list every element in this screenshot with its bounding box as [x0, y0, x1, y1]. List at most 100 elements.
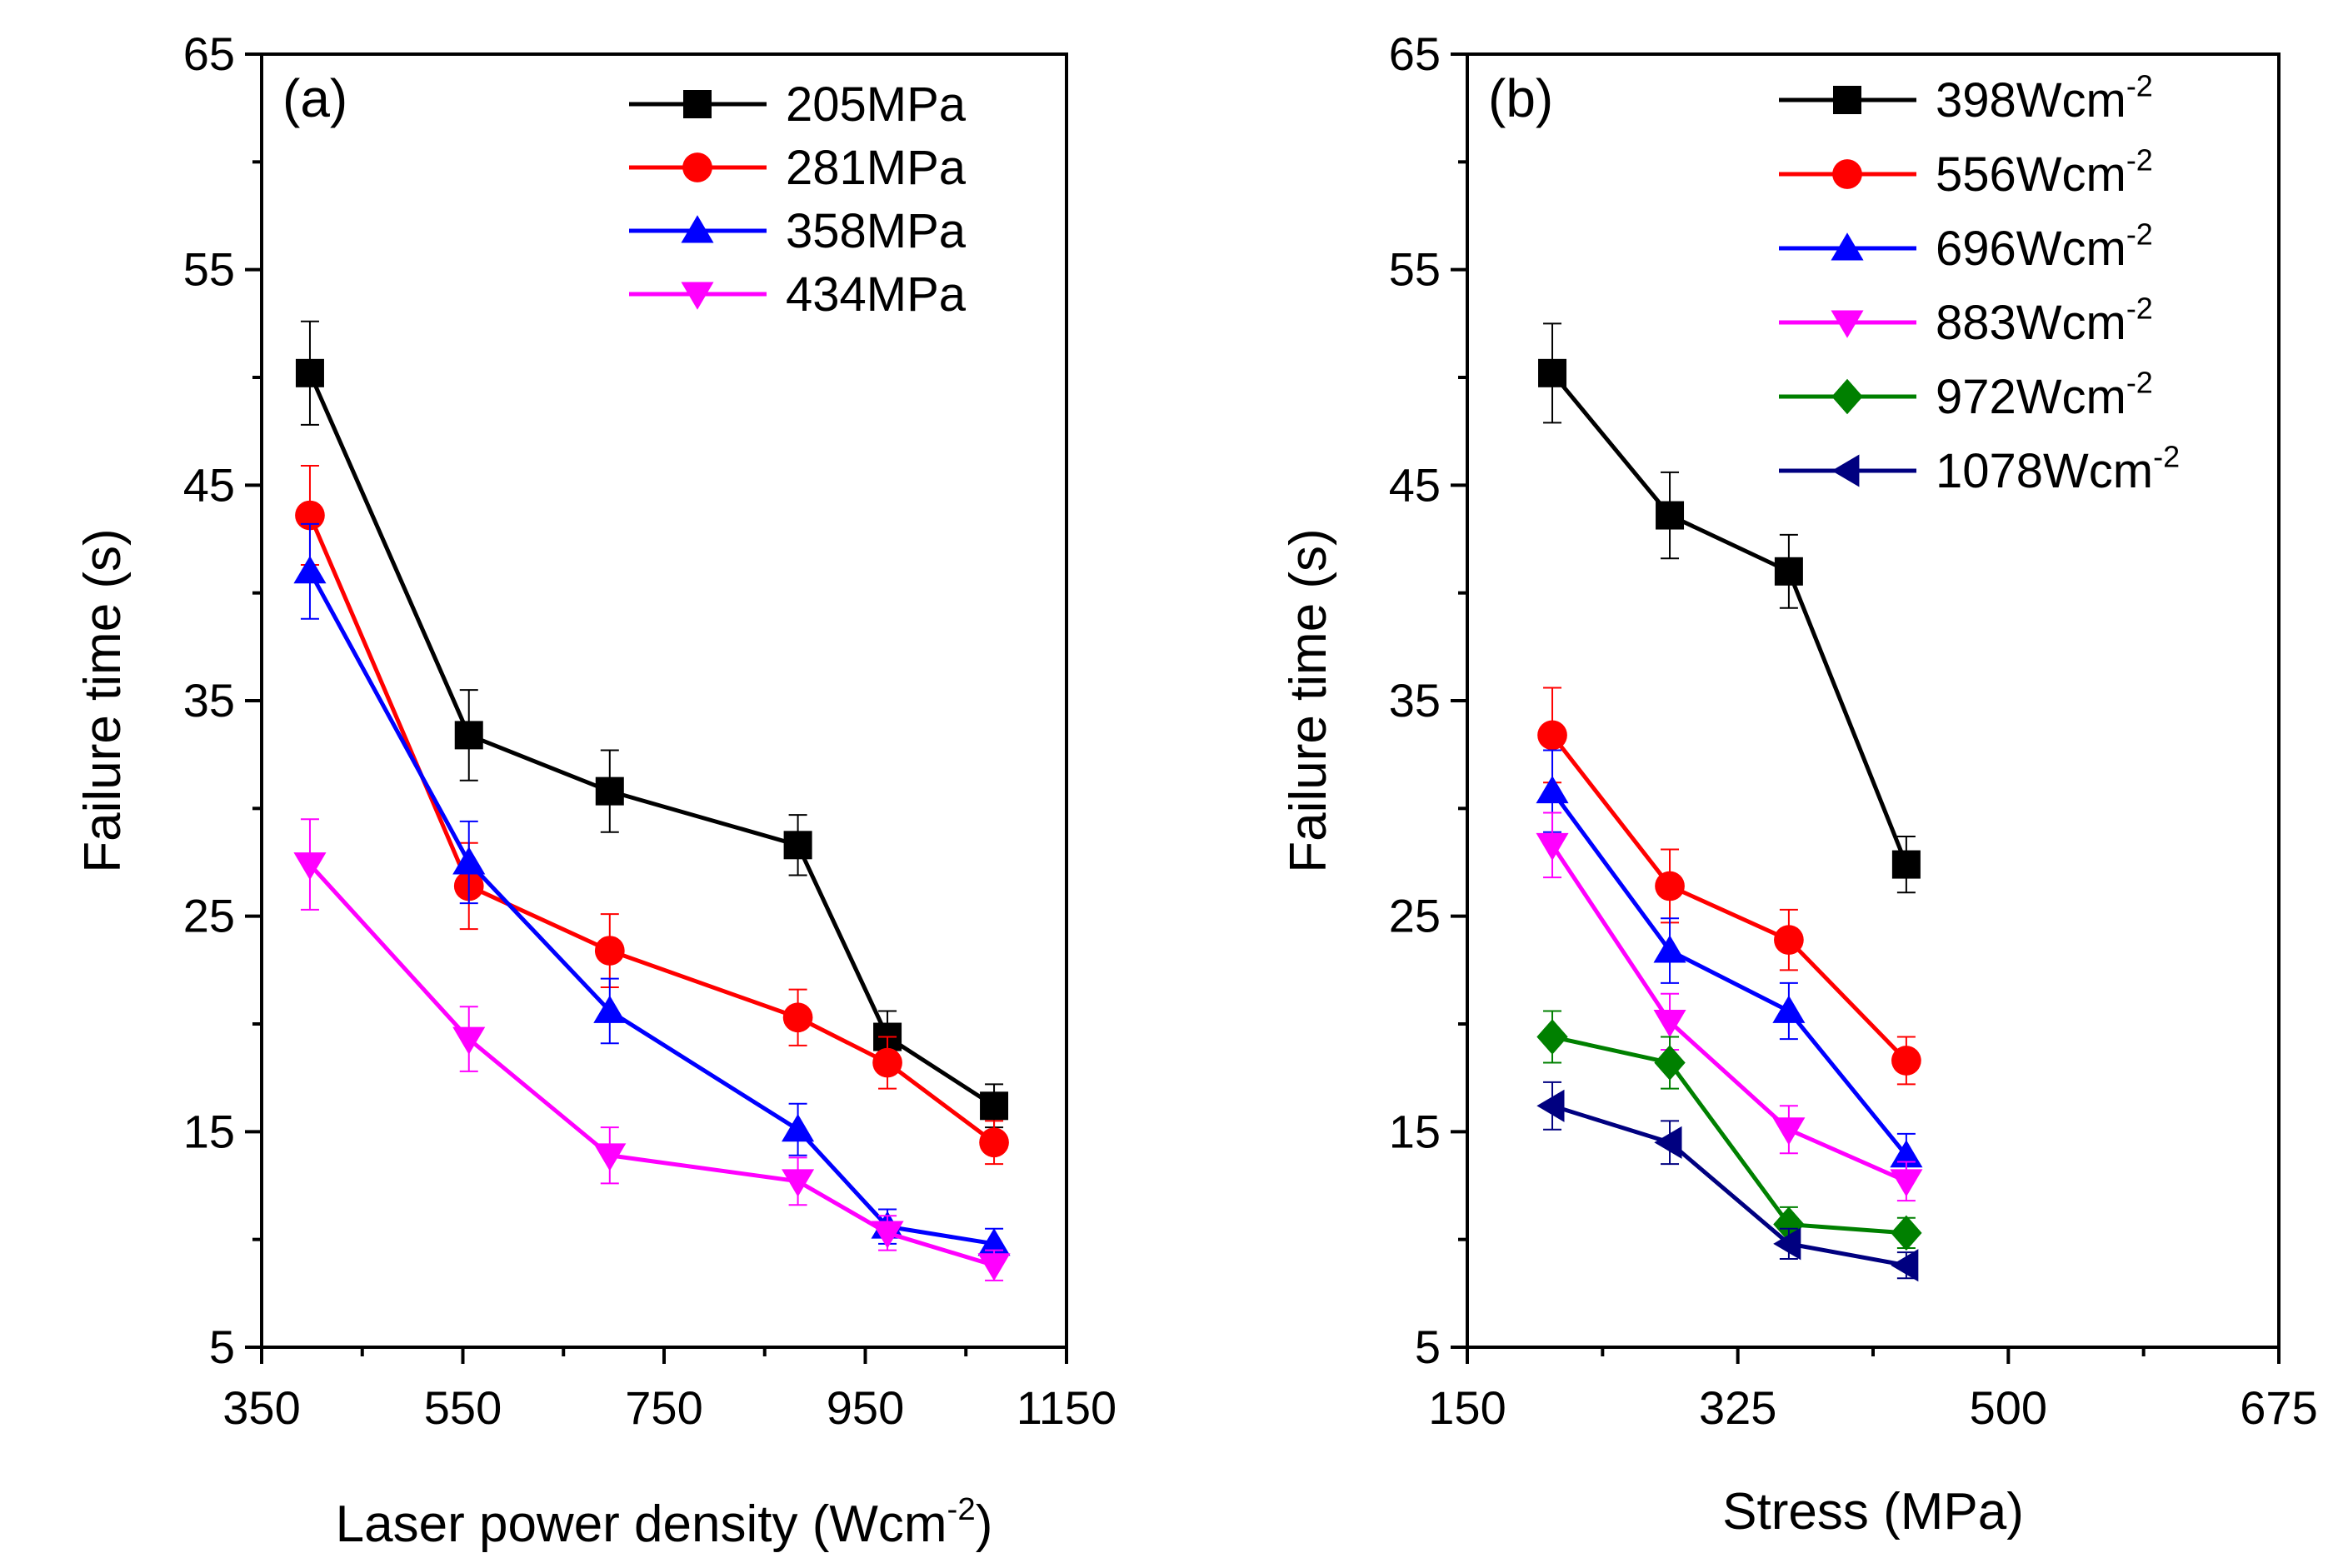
panel-label: (b) [1488, 68, 1553, 128]
series-281MPa [295, 465, 1009, 1166]
y-tick-label: 5 [1415, 1321, 1441, 1373]
series-line [1550, 843, 1907, 1184]
data-point [452, 846, 486, 875]
legend-marker [682, 152, 712, 182]
legend-entry: 281MPa [629, 141, 967, 195]
data-point [1772, 995, 1806, 1023]
series-1078Wcm-2 [1536, 1081, 1919, 1282]
data-point [1890, 1140, 1923, 1168]
legend-entry: 556Wcm-2 [1779, 143, 2153, 202]
series-696Wcm-2 [1536, 749, 1923, 1178]
series-line [308, 862, 995, 1268]
y-tick-label: 35 [1389, 674, 1441, 727]
x-axis-label: Laser power density (Wcm-2) [336, 1491, 993, 1553]
data-point [1653, 1009, 1686, 1038]
data-point [1772, 1117, 1806, 1146]
data-point [295, 358, 324, 387]
y-tick-label: 45 [1389, 458, 1441, 511]
data-point [452, 1026, 486, 1055]
data-point [1891, 850, 1921, 879]
series-line [1551, 790, 1908, 1157]
y-tick-label: 25 [183, 890, 235, 942]
series-line [1551, 1035, 1907, 1236]
data-point [1536, 1019, 1568, 1055]
data-point [1654, 1126, 1682, 1159]
chart-panel-a: 5 15 25 35 45 55 65 350 550 750 950 1150 Laser power… [74, 27, 1117, 1553]
data-point [1773, 1227, 1801, 1261]
legend-marker [1831, 378, 1863, 415]
x-tick-label: 675 [2240, 1381, 2317, 1434]
series-line [1551, 1103, 1907, 1268]
y-tick-label: 35 [183, 674, 235, 727]
y-tick-label: 5 [209, 1321, 235, 1373]
panel-label: (a) [282, 68, 347, 128]
x-axis-label: Stress (MPa) [1722, 1483, 2024, 1541]
legend-marker [1833, 86, 1861, 114]
x-tick-label: 500 [1970, 1381, 2047, 1434]
data-point [782, 1002, 813, 1033]
legend-marker [681, 215, 714, 243]
y-tick-label: 15 [183, 1105, 235, 1157]
legend-entry: 358MPa [629, 204, 967, 258]
legend-label: 696Wcm-2 [1936, 217, 2153, 276]
data-point [782, 1169, 815, 1197]
x-tick-label: 1150 [1017, 1381, 1117, 1434]
series-358MPa [293, 522, 1011, 1260]
data-point [295, 500, 325, 531]
x-tick-label: 325 [1699, 1381, 1776, 1434]
data-point [1536, 1089, 1565, 1122]
y-tick-label: 55 [1389, 243, 1441, 296]
legend-label: 883Wcm-2 [1936, 292, 2153, 350]
series-883Wcm-2 [1536, 811, 1923, 1202]
data-point [782, 1114, 815, 1142]
series-434MPa [293, 818, 1011, 1281]
legend-entry: 972Wcm-2 [1779, 366, 2153, 424]
series-205MPa [295, 320, 1009, 1129]
data-point [454, 721, 483, 750]
x-tick-label: 950 [827, 1381, 904, 1434]
y-axis-label: Failure time (s) [1280, 528, 1337, 872]
legend-label: 358MPa [786, 204, 967, 258]
data-point [1656, 501, 1685, 530]
y-tick-label: 65 [183, 27, 235, 80]
x-tick-label: 150 [1428, 1381, 1506, 1434]
x-tick-label: 550 [424, 1381, 502, 1434]
data-point [1891, 1249, 1919, 1282]
data-point [977, 1228, 1011, 1256]
data-point [979, 1127, 1009, 1158]
data-point [593, 1143, 627, 1171]
series-398Wcm-2 [1538, 322, 1921, 894]
legend-entry: 434MPa [629, 267, 967, 322]
legend-entry: 696Wcm-2 [1779, 217, 2153, 276]
data-point [980, 1091, 1009, 1121]
series-line [1551, 372, 1909, 866]
legend-entry: 1078Wcm-2 [1779, 440, 2180, 498]
data-point [1891, 1215, 1922, 1251]
data-point [1653, 935, 1686, 963]
chart-panel-b: 5 15 25 35 45 55 65 150 325 500 675 Stress (MPa) Fai… [1280, 27, 2318, 1541]
data-point [1890, 1169, 1923, 1197]
data-point [783, 831, 812, 860]
data-point [595, 777, 624, 806]
data-point [1891, 1046, 1921, 1076]
y-tick-label: 15 [1389, 1105, 1441, 1157]
legend-label: 434MPa [786, 267, 967, 322]
y-tick-label: 65 [1389, 27, 1441, 80]
legend-label: 972Wcm-2 [1936, 366, 2153, 424]
data-point [1654, 1045, 1686, 1081]
y-axis-label: Failure time (s) [74, 528, 132, 872]
data-point [1774, 925, 1804, 955]
data-point [293, 852, 327, 881]
data-point [1655, 871, 1685, 901]
data-point [871, 1221, 904, 1249]
legend-label: 281MPa [786, 141, 967, 195]
series-line [307, 570, 995, 1246]
series-line [1551, 733, 1908, 1062]
x-tick-label: 350 [222, 1381, 300, 1434]
legend-marker [1832, 159, 1862, 189]
legend-label: 398Wcm-2 [1936, 69, 2153, 127]
series-556Wcm-2 [1537, 687, 1921, 1086]
legend-entry: 883Wcm-2 [1779, 292, 2153, 350]
series-972Wcm-2 [1536, 1010, 1922, 1251]
